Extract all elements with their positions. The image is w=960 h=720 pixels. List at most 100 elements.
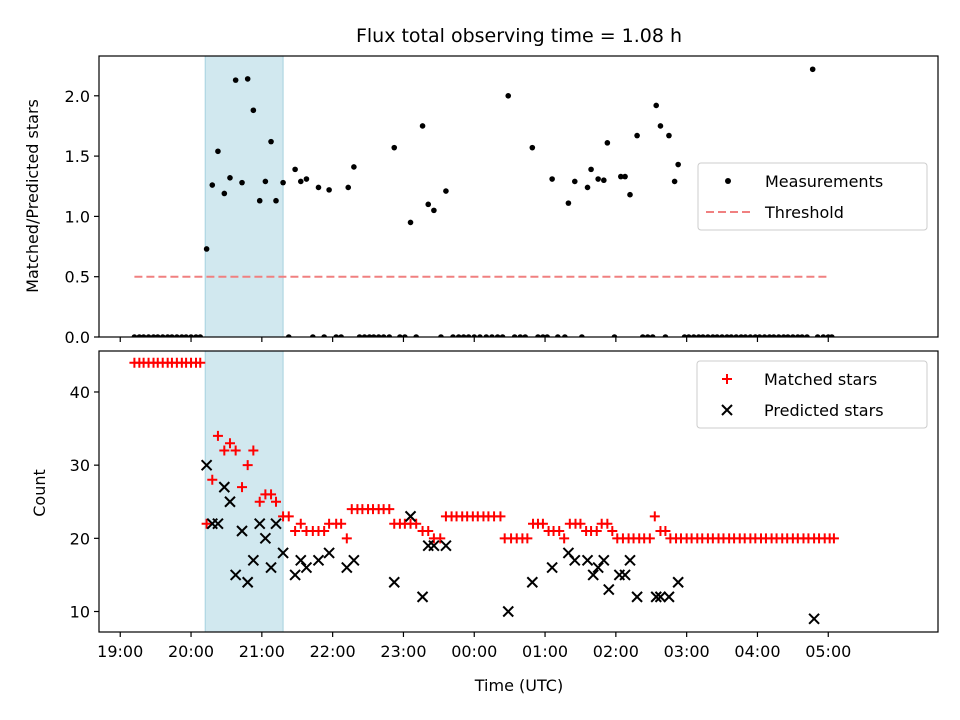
measurements-point: [450, 334, 456, 337]
matched-stars-point: [295, 518, 306, 529]
measurements-point: [747, 334, 754, 337]
measurements-point: [256, 197, 263, 204]
measurements-point: [627, 191, 633, 198]
matched-stars-point: [644, 533, 655, 544]
measurements-point: [338, 334, 344, 337]
measurements-point: [150, 334, 157, 337]
measurements-point: [700, 334, 706, 337]
bottom-legend: Matched stars Predicted stars: [696, 360, 928, 429]
measurements-point: [366, 334, 373, 337]
predicted-stars-point: [440, 539, 452, 552]
measurements-point: [675, 161, 681, 168]
measurements-point: [549, 176, 555, 182]
predicted-stars-point: [323, 547, 335, 559]
measurements-point: [280, 179, 286, 186]
measurements-point: [174, 334, 180, 337]
measurements-point: [402, 334, 408, 337]
measurements-point: [588, 166, 594, 173]
measurements-point: [733, 334, 740, 337]
measurements-point: [622, 173, 628, 180]
matched-stars-point: [495, 511, 506, 522]
measurements-point: [809, 66, 816, 73]
measurements-point: [483, 334, 490, 337]
predicted-stars-point: [650, 591, 662, 603]
matched-stars-point: [195, 357, 206, 368]
x-tick-label: 23:00: [380, 642, 426, 661]
x-tick-label: 03:00: [664, 642, 710, 661]
bottom-plot-area: [129, 357, 839, 625]
measurements-point: [756, 334, 763, 337]
measurements-point: [505, 92, 512, 99]
measurements-point: [477, 334, 483, 337]
predicted-stars-legend-label: Predicted stars: [764, 401, 884, 420]
matched-stars-point: [336, 518, 347, 529]
measurements-point: [554, 334, 561, 337]
matched-stars-point: [607, 526, 618, 537]
measurements-point: [695, 334, 702, 337]
predicted-stars-point: [624, 554, 636, 566]
measurements-point: [356, 334, 363, 337]
measurements-legend-label: Measurements: [765, 172, 883, 191]
measurements-point: [197, 334, 204, 337]
measurements-point: [828, 334, 835, 337]
matched-stars-point: [219, 445, 230, 456]
predicted-stars-point: [200, 459, 213, 471]
bottom-panel: 10 20 30 40 19:00 20:00 21:00 22:00 23:00 00:00 01…: [70, 350, 939, 661]
measurements-point: [303, 176, 310, 182]
matched-stars-point: [230, 445, 241, 456]
measurements-point: [370, 334, 377, 337]
measurements-point: [724, 334, 730, 337]
x-tick-label: 00:00: [451, 642, 497, 661]
measurements-point: [579, 334, 585, 337]
predicted-stars-point: [312, 554, 325, 566]
measurements-point: [666, 132, 672, 139]
measurements-point: [584, 184, 591, 191]
measurements-point: [690, 334, 697, 337]
measurements-point: [321, 334, 327, 337]
matched-stars-point: [248, 445, 259, 456]
measurements-point: [522, 334, 529, 337]
predicted-stars-point: [663, 591, 675, 603]
measurements-point: [738, 334, 744, 337]
measurements-point: [761, 334, 768, 337]
matched-stars-point: [290, 526, 301, 537]
top-legend: Measurements Threshold: [697, 162, 928, 231]
measurements-point: [333, 334, 339, 337]
matched-stars-point: [435, 533, 446, 544]
measurements-point: [188, 334, 194, 337]
measurements-point: [752, 334, 759, 337]
measurements-point: [611, 334, 618, 337]
matched-stars-point: [207, 474, 218, 485]
measurements-point: [465, 334, 472, 337]
measurements-point: [671, 178, 678, 185]
measurements-point: [250, 107, 257, 114]
top-plot-area: [131, 66, 835, 337]
measurements-point: [244, 76, 251, 82]
matched-stars-point: [271, 496, 282, 507]
measurements-point: [644, 334, 651, 337]
measurements-point: [136, 334, 143, 337]
measurements-point: [164, 334, 171, 337]
measurements-point: [140, 334, 147, 337]
measurements-point: [391, 144, 398, 151]
measurements-point: [571, 178, 578, 185]
predicted-stars-point: [241, 576, 254, 588]
predicted-stars-point: [404, 510, 417, 523]
measurements-point: [154, 334, 161, 337]
matched-stars-point: [554, 526, 565, 537]
x-axis-label: Time (UTC): [474, 676, 563, 695]
matched-stars-point: [649, 511, 660, 522]
predicted-stars-point: [603, 583, 615, 596]
predicted-stars-point: [416, 591, 429, 603]
measurements-point: [297, 178, 304, 185]
measurements-point: [227, 175, 233, 181]
measurements-point: [714, 334, 720, 337]
bottom-y-tick-label: 30: [70, 456, 90, 475]
measurements-point: [719, 334, 725, 337]
matched-stars-point: [242, 460, 253, 471]
predicted-stars-point: [502, 605, 514, 618]
top-shaded-span: [204, 55, 284, 338]
predicted-stars-point: [270, 517, 282, 530]
measurements-point: [795, 334, 801, 337]
